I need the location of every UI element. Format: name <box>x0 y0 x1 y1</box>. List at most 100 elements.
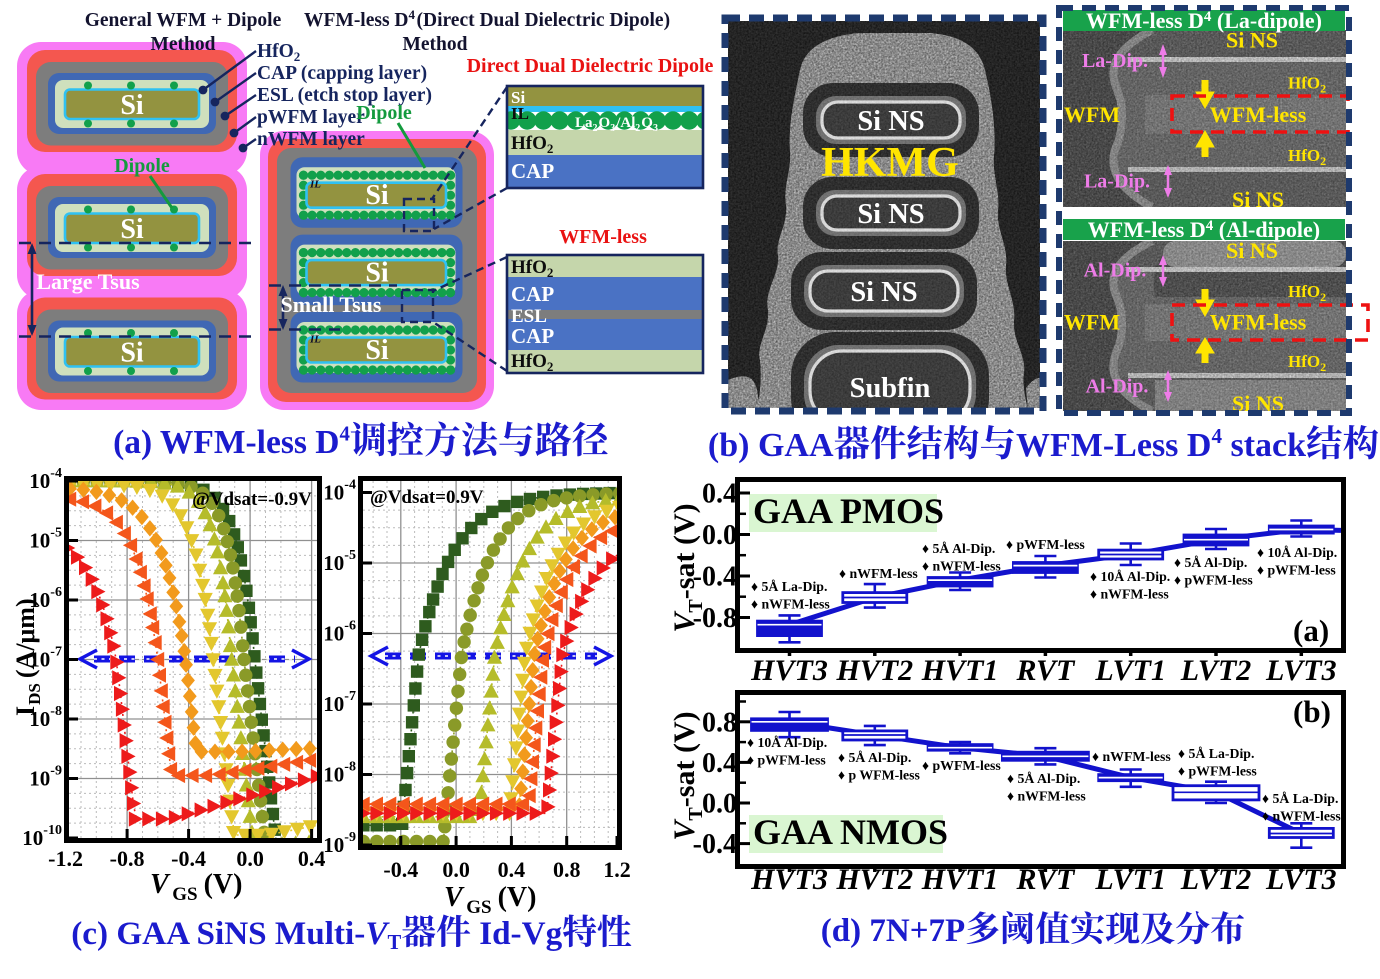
svg-text:4: 4 <box>409 7 416 22</box>
svg-text:-sat (V): -sat (V) <box>668 711 701 807</box>
svg-text:LVT2: LVT2 <box>1180 863 1252 896</box>
svg-text:10: 10 <box>29 529 50 553</box>
svg-text:10: 10 <box>323 481 344 505</box>
svg-text:2: 2 <box>547 141 554 156</box>
svg-text:-0.8: -0.8 <box>110 846 145 871</box>
svg-text:WFM-less: WFM-less <box>1210 309 1307 334</box>
svg-text:Si: Si <box>511 88 525 107</box>
svg-text:(a): (a) <box>1293 613 1329 648</box>
svg-text:-7: -7 <box>344 689 356 704</box>
svg-text:0.4: 0.4 <box>298 846 326 871</box>
svg-text:Si NS: Si NS <box>1232 187 1284 212</box>
svg-text:-0.8: -0.8 <box>693 603 737 634</box>
svg-text:♦ 5Å La-Dip.: ♦ 5Å La-Dip. <box>1178 746 1254 761</box>
svg-text:10: 10 <box>323 692 344 716</box>
svg-text:@Vdsat=-0.9V: @Vdsat=-0.9V <box>192 489 312 510</box>
svg-text:IL: IL <box>309 179 321 191</box>
svg-text:♦ pWFM-less: ♦ pWFM-less <box>747 753 826 768</box>
svg-text:T: T <box>685 807 707 821</box>
svg-text:HVT1: HVT1 <box>921 863 999 896</box>
svg-text:V: V <box>444 882 465 913</box>
svg-text:RVT: RVT <box>1015 863 1075 896</box>
svg-text:HVT3: HVT3 <box>750 863 828 896</box>
svg-text:V: V <box>668 818 701 841</box>
svg-text:WFM-less D: WFM-less D <box>304 10 409 31</box>
svg-text:♦ 5Å La-Dip.: ♦ 5Å La-Dip. <box>1262 791 1338 806</box>
svg-text:V: V <box>668 610 701 633</box>
svg-text:♦ 10Å Al-Dip.: ♦ 10Å Al-Dip. <box>747 735 827 750</box>
svg-text:♦ 5Å Al-Dip.: ♦ 5Å Al-Dip. <box>922 541 995 556</box>
svg-text:T: T <box>388 932 402 954</box>
svg-text:♦ pWFM-less: ♦ pWFM-less <box>1006 537 1085 552</box>
svg-text:(b) GAA: (b) GAA <box>708 427 834 464</box>
svg-text:2: 2 <box>294 49 301 64</box>
svg-text:-0.4: -0.4 <box>383 857 418 882</box>
svg-text:HfO: HfO <box>1288 282 1320 301</box>
svg-text:Dipole: Dipole <box>114 155 170 177</box>
svg-text:0.4: 0.4 <box>498 857 526 882</box>
svg-text:T: T <box>685 599 707 613</box>
svg-text:La: La <box>575 115 593 131</box>
svg-text:2: 2 <box>1320 81 1326 95</box>
svg-text:Si: Si <box>365 335 389 366</box>
svg-text:10: 10 <box>22 826 43 850</box>
svg-text:WFM: WFM <box>1064 102 1120 127</box>
svg-text:4: 4 <box>340 422 351 445</box>
svg-text:HVT2: HVT2 <box>835 654 913 687</box>
svg-text:10: 10 <box>323 622 344 646</box>
svg-text:4: 4 <box>1206 218 1214 234</box>
svg-text:-8: -8 <box>344 760 356 775</box>
svg-text:-10: -10 <box>43 823 62 838</box>
svg-text:Id-Vg: Id-Vg <box>471 915 563 952</box>
svg-text:V: V <box>365 915 390 952</box>
svg-text:2: 2 <box>1320 360 1326 374</box>
svg-text:Si NS: Si NS <box>1226 28 1278 53</box>
svg-text:(Al-dipole): (Al-dipole) <box>1213 217 1320 242</box>
svg-text:V: V <box>150 869 171 900</box>
svg-text:2: 2 <box>1320 154 1326 168</box>
svg-text:♦ nWFM-less: ♦ nWFM-less <box>1007 789 1086 804</box>
svg-text:-0.4: -0.4 <box>693 562 737 593</box>
svg-text:-sat (V): -sat (V) <box>668 503 701 599</box>
svg-text:ESL: ESL <box>511 306 547 327</box>
svg-text:♦ pWFM-less: ♦ pWFM-less <box>1174 573 1253 588</box>
svg-text:(d) 7N+7P: (d) 7N+7P <box>821 913 965 949</box>
svg-text:0.4: 0.4 <box>702 748 737 779</box>
svg-text:♦ 5Å Al-Dip.: ♦ 5Å Al-Dip. <box>1007 771 1080 786</box>
svg-text:WFM-less: WFM-less <box>559 226 647 248</box>
svg-text:Si: Si <box>365 180 389 211</box>
svg-text:♦ pWFM-less: ♦ pWFM-less <box>922 758 1001 773</box>
svg-text:♦ 10Å Al-Dip.: ♦ 10Å Al-Dip. <box>1090 569 1170 584</box>
svg-text:Si: Si <box>365 258 389 289</box>
svg-text:CAP: CAP <box>511 282 554 306</box>
svg-text:3: 3 <box>653 123 658 134</box>
svg-text:Al-Dip.: Al-Dip. <box>1086 375 1149 397</box>
svg-text:Direct Dual Dielectric Dipole: Direct Dual Dielectric Dipole <box>467 55 714 77</box>
svg-text:♦ p WFM-less: ♦ p WFM-less <box>838 768 921 783</box>
svg-text:10: 10 <box>29 469 50 493</box>
svg-text:2: 2 <box>1320 290 1326 304</box>
svg-text:Method: Method <box>151 34 216 55</box>
svg-text:HfO: HfO <box>1288 352 1320 371</box>
svg-text:♦ pWFM-less: ♦ pWFM-less <box>1178 764 1257 779</box>
svg-text:Si NS: Si NS <box>857 106 924 137</box>
svg-text:WFM: WFM <box>1064 309 1120 334</box>
svg-text:HVT1: HVT1 <box>921 654 999 687</box>
svg-text:GS: GS <box>172 884 197 905</box>
svg-text:WFM-less: WFM-less <box>1210 102 1307 127</box>
svg-text:♦ nWFM-less: ♦ nWFM-less <box>1090 587 1169 602</box>
svg-text:HfO: HfO <box>1288 73 1320 92</box>
svg-text:-1.2: -1.2 <box>48 846 83 871</box>
svg-text:0.0: 0.0 <box>702 789 737 820</box>
svg-text:-7: -7 <box>50 645 62 660</box>
svg-text:Si: Si <box>120 90 144 121</box>
svg-text:0.8: 0.8 <box>702 707 737 738</box>
svg-text:stack: stack <box>1222 427 1306 464</box>
svg-text:(V): (V) <box>204 869 243 900</box>
svg-text:WFM-less D: WFM-less D <box>1088 217 1206 242</box>
svg-text:La-Dip.: La-Dip. <box>1084 171 1150 193</box>
svg-text:Al-Dip.: Al-Dip. <box>1084 260 1147 282</box>
svg-text:0.4: 0.4 <box>702 479 737 510</box>
svg-text:♦ nWFM-less: ♦ nWFM-less <box>1092 749 1171 764</box>
svg-text:-0.4: -0.4 <box>693 829 737 860</box>
